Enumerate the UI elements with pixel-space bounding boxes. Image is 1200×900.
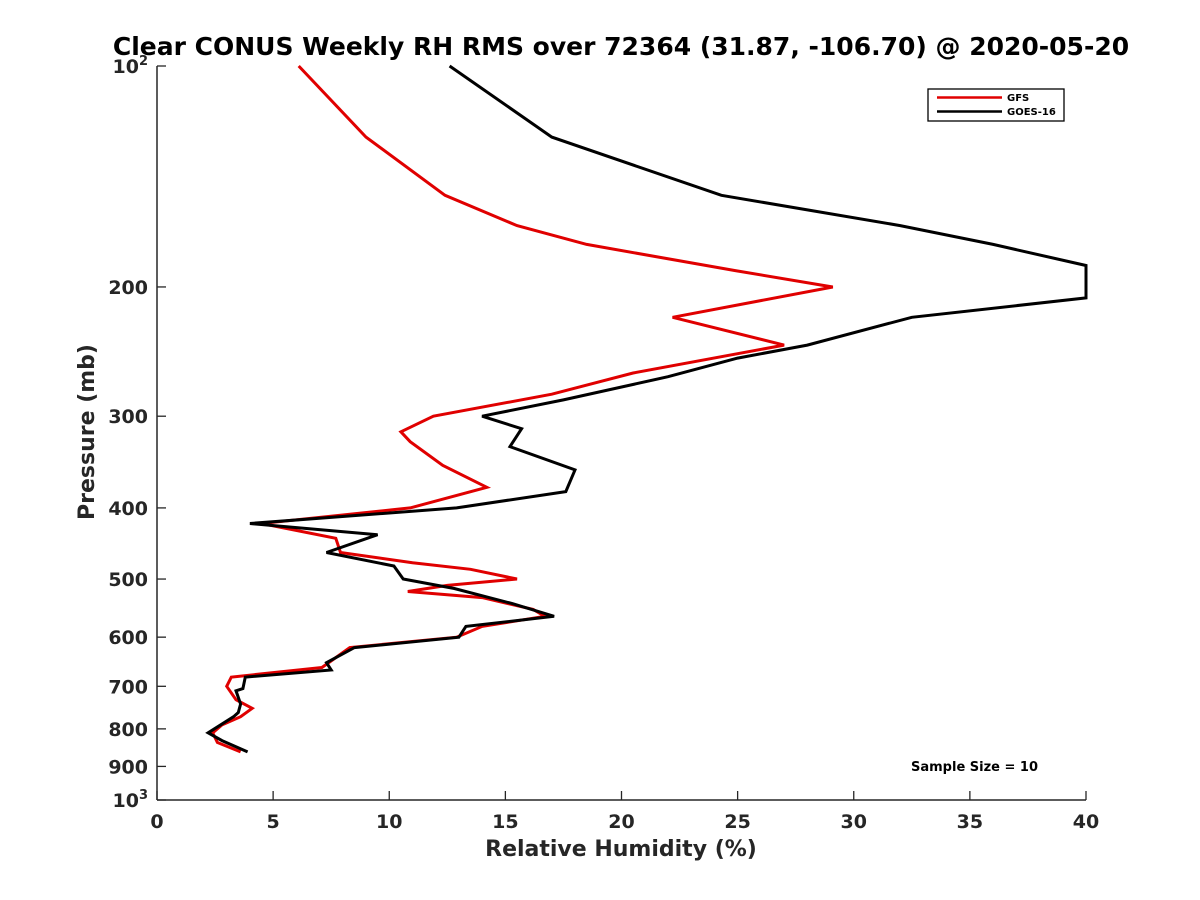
y-tick-label: 400 (108, 498, 148, 520)
legend-label-gfs: GFS (1007, 93, 1029, 104)
y-tick-label: 500 (108, 569, 148, 591)
x-tick-label: 20 (608, 811, 634, 833)
x-tick-label: 25 (724, 811, 750, 833)
y-axis-label: Pressure (mb) (75, 344, 100, 520)
y-tick-label: 102 (113, 54, 149, 78)
legend: GFS GOES-16 (927, 88, 1065, 122)
y-tick-label: 900 (108, 756, 148, 778)
chart-title: Clear CONUS Weekly RH RMS over 72364 (31… (113, 32, 1129, 61)
y-tick-label: 700 (108, 676, 148, 698)
x-tick-label: 0 (150, 811, 163, 833)
x-tick-label: 15 (492, 811, 518, 833)
legend-box (927, 88, 1065, 122)
y-tick-base: 10 (113, 790, 139, 812)
x-tick-label: 5 (267, 811, 280, 833)
x-tick-label: 35 (957, 811, 983, 833)
data-series (205, 64, 1088, 754)
plot-axes: 0 5 10 15 20 25 30 35 40102200300400500600700800… (108, 54, 1099, 833)
x-tick-label: 10 (376, 811, 402, 833)
y-tick-label: 200 (108, 277, 148, 299)
x-tick-label: 30 (841, 811, 867, 833)
y-tick-base: 10 (113, 56, 139, 78)
x-tick-label: 40 (1073, 811, 1099, 833)
x-axis-label: Relative Humidity (%) (485, 837, 757, 862)
y-tick-exponent: 3 (139, 788, 148, 803)
sample-size-annotation: Sample Size = 10 (911, 760, 1038, 775)
y-tick-label: 300 (108, 406, 148, 428)
y-tick-label: 800 (108, 719, 148, 741)
series-line-gfs (210, 64, 834, 754)
series-line-goes16 (205, 64, 1088, 754)
y-tick-exponent: 2 (139, 54, 148, 69)
y-tick-label: 103 (113, 788, 149, 812)
legend-label-goes16: GOES-16 (1007, 107, 1056, 118)
y-tick-label: 600 (108, 627, 148, 649)
